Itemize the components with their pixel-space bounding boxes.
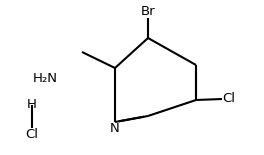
Text: Cl: Cl bbox=[26, 128, 39, 141]
Text: H₂N: H₂N bbox=[33, 71, 58, 84]
Text: Cl: Cl bbox=[222, 93, 235, 106]
Text: N: N bbox=[110, 122, 120, 135]
Text: Br: Br bbox=[141, 5, 155, 18]
Text: H: H bbox=[27, 98, 37, 111]
